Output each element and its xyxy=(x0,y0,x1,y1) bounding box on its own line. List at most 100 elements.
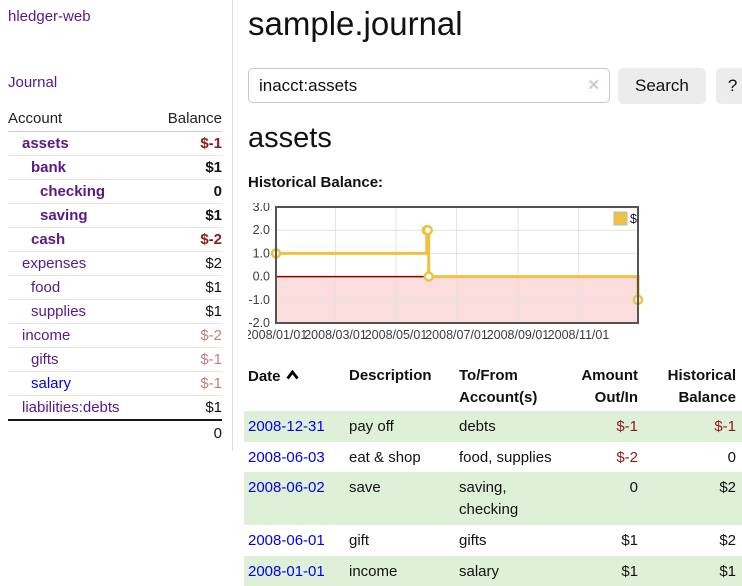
account-row-bank: bank $1 xyxy=(8,155,222,180)
account-link[interactable]: assets xyxy=(22,135,69,152)
transaction-description: income xyxy=(349,562,398,580)
register-table: Date Description To/From Account(s) Amou… xyxy=(244,363,742,586)
svg-text:2008/03/01: 2008/03/01 xyxy=(304,328,367,342)
register-header-row: Date Description To/From Account(s) Amou… xyxy=(244,363,742,411)
svg-text:2008/05/01: 2008/05/01 xyxy=(365,328,428,342)
balance-column-header: Historical Balance xyxy=(667,367,736,407)
transaction-description: pay off xyxy=(349,417,394,435)
account-row-income: income $-2 xyxy=(8,323,222,348)
account-row-salary: salary $-1 xyxy=(8,371,222,396)
transaction-balance: $2 xyxy=(719,479,736,497)
account-row-assets: assets $-1 xyxy=(8,131,222,156)
search-button[interactable]: Search xyxy=(618,67,706,104)
app-title: hledger-web xyxy=(8,8,222,25)
sort-ascending-icon xyxy=(285,365,299,387)
transaction-date-link[interactable]: 2008-01-01 xyxy=(248,562,325,580)
svg-text:1.0: 1.0 xyxy=(253,247,270,261)
svg-text:$: $ xyxy=(630,212,637,226)
account-link[interactable]: income xyxy=(22,327,71,344)
transaction-date-link[interactable]: 2008-06-01 xyxy=(248,531,325,549)
account-link[interactable]: bank xyxy=(31,159,67,176)
transaction-description: eat & shop xyxy=(349,448,421,466)
account-balance: $1 xyxy=(152,203,222,228)
account-balance: $-1 xyxy=(152,371,222,396)
account-balance: $-1 xyxy=(152,347,222,372)
account-row-food: food $1 xyxy=(8,275,222,300)
accounts-total-value: 0 xyxy=(152,419,222,445)
account-link[interactable]: cash xyxy=(31,231,66,248)
transaction-balance: $-1 xyxy=(714,417,736,435)
page-title: sample.journal xyxy=(248,5,463,42)
transaction-description: gift xyxy=(349,531,370,549)
account-balance: $-2 xyxy=(152,227,222,252)
sidebar: hledger-web Journal Account Balance asse… xyxy=(0,0,233,451)
svg-text:0.0: 0.0 xyxy=(253,270,270,284)
account-link[interactable]: gifts xyxy=(31,351,59,368)
account-heading: assets xyxy=(248,121,332,154)
account-row-checking: checking 0 xyxy=(8,179,222,204)
transaction-row: 2008-06-01 gift gifts $1 $2 xyxy=(244,525,742,556)
transaction-amount: $1 xyxy=(621,562,638,580)
account-balance: $1 xyxy=(152,275,222,300)
transaction-accounts: debts xyxy=(459,417,496,435)
account-balance: $1 xyxy=(152,155,222,180)
transaction-accounts: food, supplies xyxy=(459,448,552,466)
accounts-header-row: Account Balance xyxy=(8,107,222,132)
date-column-header[interactable]: Date xyxy=(244,363,345,411)
account-row-supplies: supplies $1 xyxy=(8,299,222,324)
transaction-date-link[interactable]: 2008-06-03 xyxy=(248,448,325,466)
account-balance: $-2 xyxy=(152,323,222,348)
clear-search-icon[interactable]: ✕ xyxy=(587,77,600,95)
journal-link[interactable]: Journal xyxy=(8,74,58,91)
svg-text:-2.0: -2.0 xyxy=(248,316,270,330)
transaction-amount: 0 xyxy=(629,479,638,497)
transaction-balance: 0 xyxy=(727,448,736,466)
accounts-balance-table: Account Balance assets $-1 bank $1 check… xyxy=(8,107,222,445)
search-input-wrap: ✕ xyxy=(248,68,610,104)
transaction-amount: $-1 xyxy=(616,417,638,435)
transaction-date-link[interactable]: 2008-12-31 xyxy=(248,417,325,435)
help-button[interactable]: ? xyxy=(715,67,742,104)
transaction-amount: $-2 xyxy=(616,448,638,466)
transaction-accounts: salary xyxy=(459,562,500,580)
account-link[interactable]: supplies xyxy=(31,303,87,320)
svg-text:2008/11/01: 2008/11/01 xyxy=(548,328,610,342)
main-content: sample.journal ✕ Search ? assets Histori… xyxy=(233,0,742,586)
transaction-row: 2008-06-03 eat & shop food, supplies $-2… xyxy=(244,442,742,473)
transaction-date-link[interactable]: 2008-06-02 xyxy=(248,479,325,497)
account-link[interactable]: food xyxy=(31,279,61,296)
transaction-row: 2008-01-01 income salary $1 $1 xyxy=(244,555,742,586)
svg-text:2008/09/01: 2008/09/01 xyxy=(487,328,550,342)
account-link[interactable]: salary xyxy=(31,375,72,392)
account-balance: $1 xyxy=(152,395,222,421)
account-balance: 0 xyxy=(152,179,222,204)
svg-text:3.0: 3.0 xyxy=(253,203,270,214)
transaction-accounts: saving, checking xyxy=(459,479,519,519)
svg-text:2008/07/01: 2008/07/01 xyxy=(425,328,488,342)
account-link[interactable]: expenses xyxy=(22,255,87,272)
transaction-balance: $2 xyxy=(719,531,736,549)
date-header-label: Date xyxy=(248,368,281,386)
transaction-description: save xyxy=(349,479,381,497)
account-row-gifts: gifts $-1 xyxy=(8,347,222,372)
account-balance: $2 xyxy=(152,251,222,276)
app-title-link[interactable]: hledger-web xyxy=(8,8,91,25)
transaction-row: 2008-12-31 pay off debts $-1 $-1 xyxy=(244,410,742,442)
accounts-total-row: 0 xyxy=(8,419,222,445)
account-row-liabilities-debts: liabilities:debts $1 xyxy=(8,395,222,421)
transaction-row: 2008-06-02 save saving, checking 0 $2 xyxy=(244,472,742,525)
account-link[interactable]: saving xyxy=(40,207,88,224)
account-column-header: Account xyxy=(8,107,152,132)
description-column-header: Description xyxy=(349,367,432,385)
sidebar-item-journal: Journal xyxy=(8,74,222,91)
account-link[interactable]: checking xyxy=(40,183,106,200)
search-input[interactable] xyxy=(248,68,610,104)
historical-balance-chart: 3.0 2.0 1.0 0.0 -1.0 -2.02008/01/012008/03/01… xyxy=(248,203,644,342)
chart-title: Historical Balance: xyxy=(248,174,384,192)
svg-text:2.0: 2.0 xyxy=(253,224,270,238)
account-link[interactable]: liabilities:debts xyxy=(22,399,120,416)
account-row-expenses: expenses $2 xyxy=(8,251,222,276)
balance-column-header: Balance xyxy=(152,107,222,132)
transaction-balance: $1 xyxy=(719,562,736,580)
